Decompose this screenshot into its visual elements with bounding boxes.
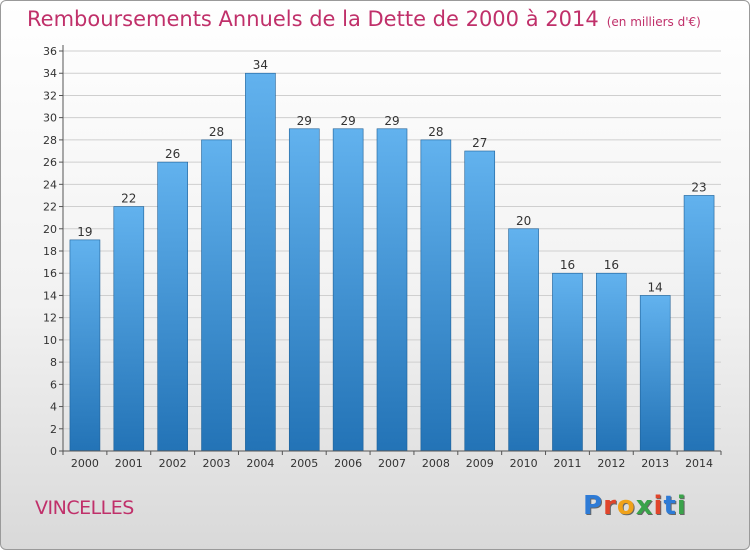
value-label-2011: 16 [560,258,575,272]
logo-letter: P [583,491,604,521]
y-tick-label: 28 [43,134,57,147]
value-label-2010: 20 [516,214,531,228]
y-tick-label: 14 [43,289,57,302]
bar-2002 [157,161,188,452]
x-tick-label-2007: 2007 [378,457,406,470]
bar-2000 [69,239,101,452]
commune-name: VINCELLES [35,497,134,519]
x-tick-label-2014: 2014 [685,457,713,470]
proxiti-logo: Proxiti [583,491,687,521]
x-tick-label-2002: 2002 [159,457,187,470]
y-tick-label: 2 [50,423,57,436]
y-tick-label: 34 [43,67,57,80]
y-tick-label: 6 [50,378,57,391]
bar-2006 [332,128,364,452]
y-tick-label: 8 [50,356,57,369]
value-label-2007: 29 [384,114,399,128]
logo-letter: x [635,491,654,521]
x-tick-label-2013: 2013 [641,457,669,470]
value-label-2005: 29 [297,114,312,128]
bar-2009 [464,150,496,452]
y-tick-label: 12 [43,312,57,325]
bar-2001 [113,206,145,452]
value-label-2006: 29 [340,114,355,128]
bar-2010 [508,228,539,452]
value-label-2003: 28 [209,125,224,139]
bar-2013 [639,295,671,452]
bar-2004 [245,72,276,452]
y-tick-label: 16 [43,267,57,280]
logo-letter: t [663,491,677,521]
y-tick-label: 22 [43,201,57,214]
x-tick-label-2003: 2003 [203,457,231,470]
x-tick-label-2010: 2010 [510,457,538,470]
axes [59,45,722,455]
y-tick-label: 24 [43,178,57,191]
y-tick-label: 20 [43,223,57,236]
bar-2012 [596,272,627,452]
bars [69,72,715,452]
x-tick-label-2004: 2004 [246,457,274,470]
x-tick-label-2009: 2009 [466,457,494,470]
bar-2011 [552,272,583,452]
value-label-2002: 26 [165,147,180,161]
y-tick-label: 4 [50,401,57,414]
value-label-2001: 22 [121,192,136,206]
value-label-2008: 28 [428,125,443,139]
x-tick-label-2001: 2001 [115,457,143,470]
y-tick-label: 32 [43,89,57,102]
bar-2014 [683,195,715,452]
x-tick-label-2005: 2005 [290,457,318,470]
logo-letter: o [616,491,636,521]
value-label-2009: 27 [472,136,487,150]
labels: 0246810121416182022242628303234361920002… [43,45,713,470]
y-tick-label: 36 [43,45,57,58]
value-label-2013: 14 [648,280,663,294]
y-tick-label: 18 [43,245,57,258]
bar-2007 [376,128,408,452]
value-label-2000: 19 [77,225,92,239]
chart-title: Remboursements Annuels de la Dette de 20… [27,7,701,31]
bar-2003 [201,139,232,452]
y-tick-label: 30 [43,112,57,125]
logo-letter: i [653,491,664,521]
y-tick-label: 26 [43,156,57,169]
x-tick-label-2011: 2011 [553,457,581,470]
x-tick-label-2008: 2008 [422,457,450,470]
x-tick-label-2006: 2006 [334,457,362,470]
value-label-2014: 23 [691,180,706,194]
chart-title-text: Remboursements Annuels de la Dette de 20… [27,7,599,31]
y-tick-label: 10 [43,334,57,347]
bar-2005 [288,128,320,452]
x-tick-label-2000: 2000 [71,457,99,470]
logo-letter: i [676,491,687,521]
chart-unit-label: (en milliers d'€) [606,15,701,29]
bar-2008 [420,139,452,452]
x-tick-label-2012: 2012 [597,457,625,470]
logo-letter: r [603,491,617,521]
value-label-2004: 34 [253,58,268,72]
value-label-2012: 16 [604,258,619,272]
y-tick-label: 0 [50,445,57,458]
